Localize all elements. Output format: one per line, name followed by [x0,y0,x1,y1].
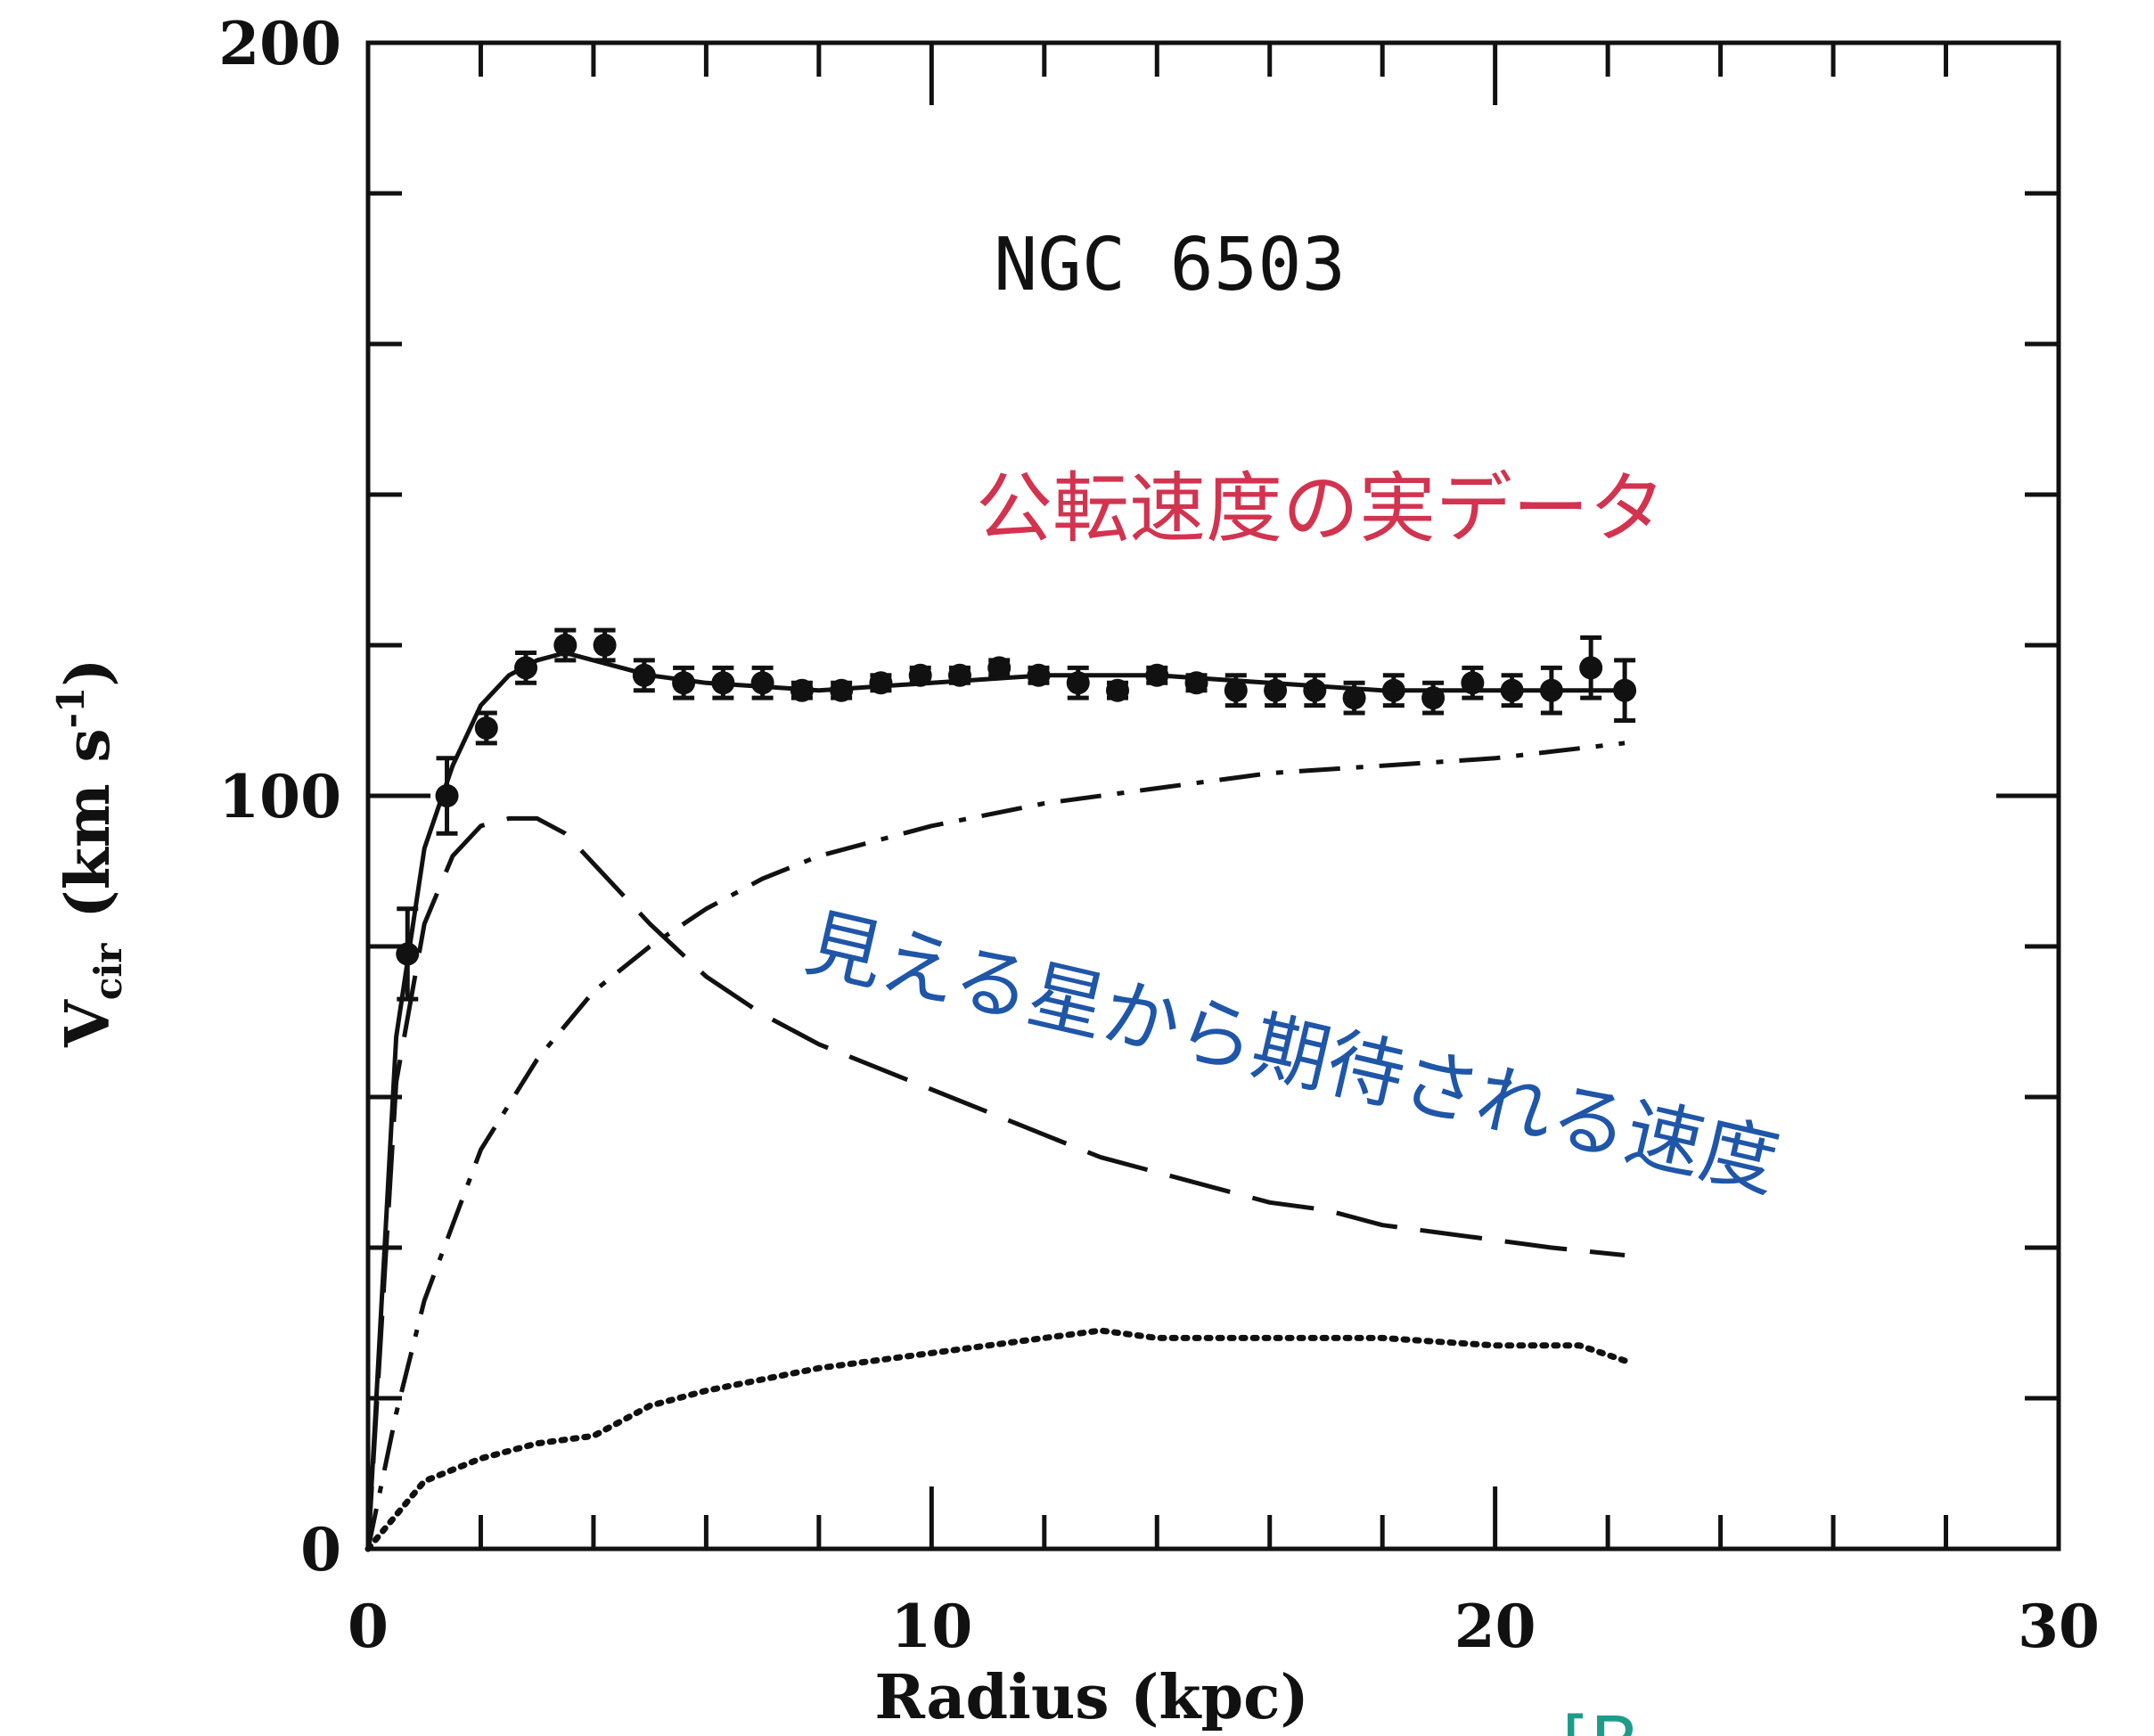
data-point [553,634,577,657]
citation: [B [1561,1702,1640,1736]
x-tick-label: 0 [348,1592,389,1661]
data-point [593,634,617,657]
series-line-total-model [365,651,1626,1550]
x-axis-label: Radius (kpc) [874,1662,1308,1733]
data-point [1342,686,1366,710]
data-point [869,671,893,695]
x-tick-label: 20 [1454,1592,1536,1661]
series-line-visible-stars-disk [365,815,1626,1550]
y-axis-label-close: ) [53,659,124,687]
annotation-visible-stars: 見える星から期待される速度 [798,898,1786,1208]
y-tick-label: 100 [218,762,341,831]
data-point [987,656,1011,680]
data-point [1579,656,1603,680]
x-tick-label: 10 [890,1592,972,1661]
y-axis-label-exponent: -1 [49,687,93,729]
annotation-observed-data: 公転速度の実データ [976,464,1666,553]
data-point [750,671,774,695]
y-tick-label: 0 [300,1515,341,1585]
y-axis-label-unit: (km s [53,728,124,918]
y-tick-label: 200 [218,9,341,78]
data-point [1613,678,1637,702]
plot-title: NGC 6503 [994,223,1346,307]
data-point [1106,678,1130,702]
data-point [1303,678,1327,702]
y-axis-label-subscript: cir [86,943,130,1001]
series-layer [364,627,1637,1552]
data-point [1224,678,1248,702]
data-point [474,716,498,740]
tick-labels: 0 10 20 30 0 100 200 [218,9,2100,1661]
x-tick-label: 30 [2018,1592,2100,1661]
series-line-gas [364,1327,1628,1552]
plot-frame [365,40,2061,1552]
y-axis-label: Vcir (km s-1) [49,659,130,1048]
series-line-dark-halo [365,741,1626,1550]
data-point [1184,671,1208,695]
y-axis-label-symbol: V [53,999,124,1048]
